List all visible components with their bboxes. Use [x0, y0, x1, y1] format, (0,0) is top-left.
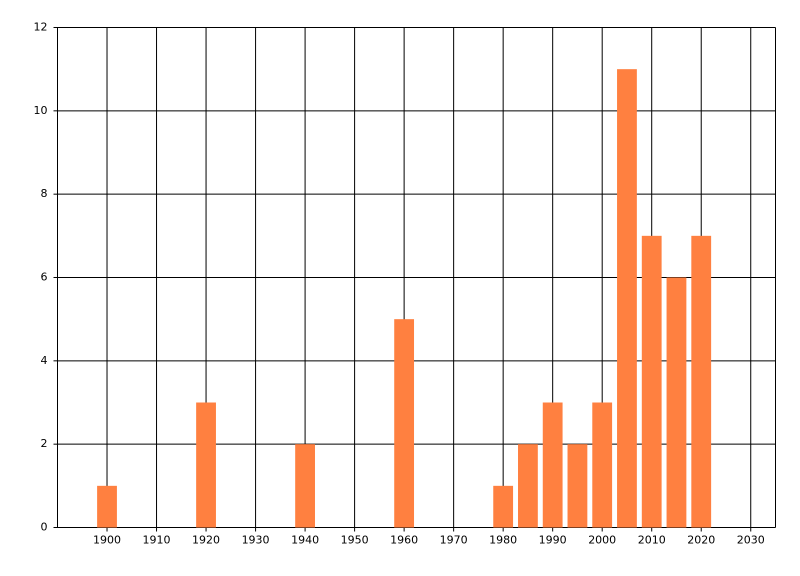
- y-tick-label: 6: [41, 271, 48, 284]
- x-tick-label: 1990: [539, 534, 567, 547]
- bar: [295, 444, 315, 528]
- bar: [394, 319, 415, 528]
- y-tick-label: 2: [41, 437, 48, 450]
- x-tick-label: 1900: [93, 534, 121, 547]
- x-tick-label: 1910: [143, 534, 171, 547]
- x-tick-label: 2020: [687, 534, 715, 547]
- x-tick-label: 1940: [291, 534, 319, 547]
- y-tick-label: 0: [41, 521, 48, 534]
- x-tick-label: 1950: [341, 534, 369, 547]
- bar: [542, 402, 563, 528]
- x-tick-label: 2010: [638, 534, 666, 547]
- y-tick-label: 12: [34, 21, 48, 34]
- x-tick-label: 2030: [737, 534, 765, 547]
- bar: [617, 69, 637, 528]
- y-tick-label: 8: [41, 187, 48, 200]
- x-tick-label: 1970: [440, 534, 468, 547]
- x-tick-label: 1980: [489, 534, 517, 547]
- bar: [518, 444, 538, 528]
- bar: [196, 402, 216, 528]
- x-tick-label: 2000: [588, 534, 616, 547]
- y-tick-label: 10: [34, 104, 48, 117]
- x-tick-label: 1960: [390, 534, 418, 547]
- bar: [97, 485, 117, 528]
- bar: [567, 444, 588, 528]
- bar: [691, 235, 712, 528]
- x-tick-label: 1920: [192, 534, 220, 547]
- bar: [666, 277, 687, 528]
- bar: [493, 485, 514, 528]
- y-tick-label: 4: [41, 354, 48, 367]
- bar: [641, 235, 662, 528]
- bar: [592, 402, 613, 528]
- x-tick-label: 1930: [242, 534, 270, 547]
